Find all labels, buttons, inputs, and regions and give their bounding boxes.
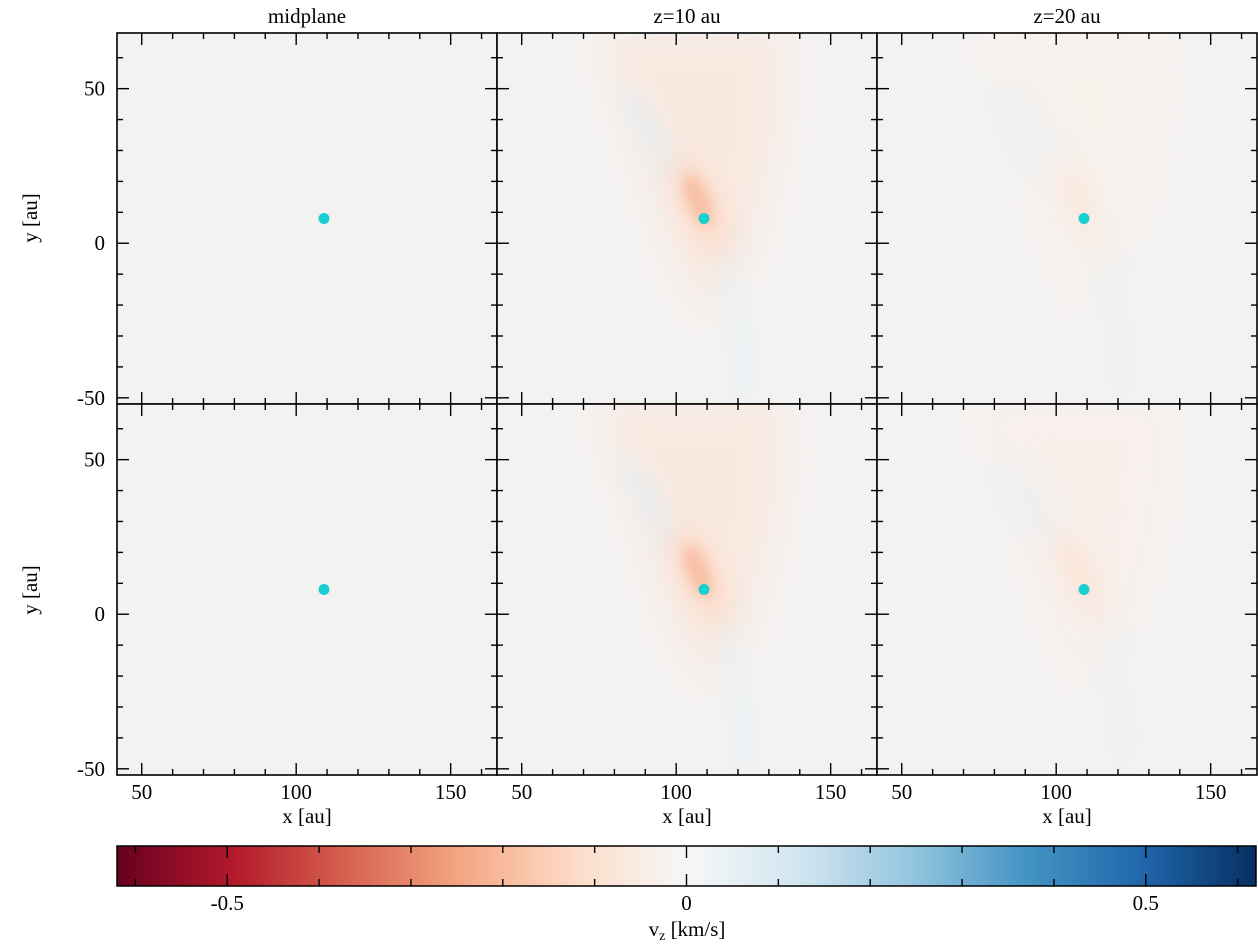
ticks-r1-c2: 50 100 150 — [877, 404, 1257, 804]
red-hotspot — [683, 173, 713, 227]
colorbar-tick-label: 0.5 — [1133, 891, 1159, 915]
y-tick-label: 0 — [95, 231, 106, 255]
blue-band-upper — [614, 459, 683, 559]
x-axis-label-col1: x [au] — [282, 804, 332, 828]
x-tick-label: 150 — [435, 780, 467, 804]
x-tick-label: 150 — [1195, 780, 1227, 804]
ticks-r0-c2 — [877, 33, 1257, 404]
column-title-midplane: midplane — [268, 4, 346, 28]
colorbar-tick-label: 0 — [681, 891, 692, 915]
colorbar-label-unit: [km/s] — [665, 917, 725, 941]
red-hotspot — [683, 544, 713, 598]
panel-r1-c1 — [496, 403, 878, 776]
x-tick-label: 100 — [660, 780, 692, 804]
panel-r1-c2 — [876, 403, 1258, 776]
y-axis-label-top: y [au] — [18, 193, 42, 243]
axis-ticks: 50 0 -50 50 100 150 50 0 -50 50 100 150 50 100 150 — [77, 33, 1257, 804]
x-axis-label-col3: x [au] — [1042, 804, 1092, 828]
colorbar-label-sub: z — [659, 929, 665, 944]
y-axis-label-bottom: y [au] — [18, 565, 42, 615]
panels — [116, 32, 1258, 776]
blue-band-upper — [994, 88, 1063, 188]
column-title-z20: z=20 au — [1033, 4, 1101, 28]
blue-band-upper — [614, 88, 683, 188]
x-tick-label: 50 — [891, 780, 912, 804]
y-tick-label: -50 — [77, 386, 105, 410]
ticks-r0-c0: 50 0 -50 — [77, 33, 497, 410]
ticks-r1-c1: 50 100 150 — [497, 404, 877, 804]
column-title-z10: z=10 au — [653, 4, 721, 28]
y-tick-label: 50 — [84, 77, 105, 101]
x-tick-label: 50 — [131, 780, 152, 804]
blue-band-lower — [1096, 601, 1134, 775]
planet-marker — [698, 213, 710, 224]
colorbar-label: vz [km/s] — [649, 917, 726, 944]
panel-background — [117, 33, 497, 404]
blue-band-upper — [994, 459, 1063, 559]
ticks-r1-c0: 50 100 150 50 0 -50 — [77, 404, 497, 804]
y-tick-label: -50 — [77, 757, 105, 781]
planet-marker — [318, 584, 330, 595]
x-axis-label-col2: x [au] — [662, 804, 712, 828]
panel-background — [117, 404, 497, 775]
planet-marker — [1078, 584, 1090, 595]
x-tick-label: 150 — [815, 780, 847, 804]
red-hotspot — [1063, 173, 1093, 227]
x-tick-label: 50 — [511, 780, 532, 804]
panel-r0-c0 — [116, 32, 498, 405]
planet-marker — [1078, 213, 1090, 224]
blue-band-lower — [716, 601, 754, 775]
red-hotspot — [1063, 544, 1093, 598]
x-tick-label: 100 — [280, 780, 312, 804]
colorbar-ticks: -0.5 0 0.5 — [134, 846, 1239, 915]
blue-band-lower — [716, 230, 754, 404]
ticks-r0-c1 — [497, 33, 877, 404]
blue-band-lower — [1096, 230, 1134, 404]
colorbar-label-v: v — [649, 917, 660, 941]
planet-marker — [698, 584, 710, 595]
planet-marker — [318, 213, 330, 224]
colorbar-tick-label: -0.5 — [211, 891, 244, 915]
panel-r0-c1 — [496, 32, 878, 405]
x-tick-label: 100 — [1040, 780, 1072, 804]
panel-r1-c0 — [116, 403, 498, 776]
panel-r0-c2 — [876, 32, 1258, 405]
y-tick-label: 50 — [84, 448, 105, 472]
y-tick-label: 0 — [95, 602, 106, 626]
panel-frame — [876, 403, 1258, 776]
